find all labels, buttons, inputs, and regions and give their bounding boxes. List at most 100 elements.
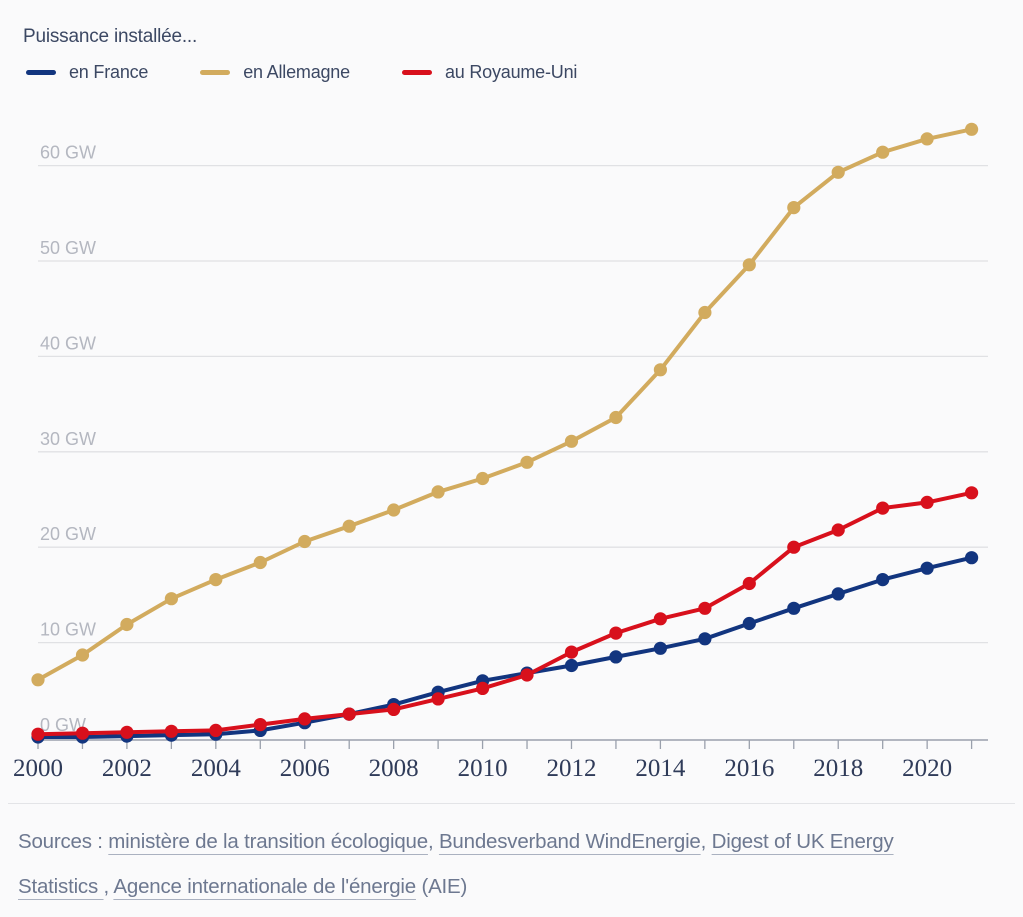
x-tick-label: 2020 [902,755,952,782]
data-point [298,534,312,549]
x-tick-label: 2004 [191,755,242,782]
data-point [876,501,890,515]
legend-label-royaume-uni: au Royaume-Uni [444,62,578,82]
series-line [36,555,974,739]
data-point [75,726,90,740]
y-tick-label: 40 GW [40,333,96,353]
data-point [742,616,756,631]
legend-label-france: en France [69,62,149,82]
data-point [564,658,579,673]
x-tick-label: 2012 [546,755,596,782]
x-tick-label: 2008 [369,755,419,782]
legend-swatch-allemagne [200,70,231,75]
sources-text: Sources : ministère de la transition éco… [18,820,978,909]
data-point [831,523,845,537]
series-line [36,490,974,737]
series-france [31,551,979,744]
chart-title: Puissance installée... [23,26,198,47]
data-point [965,551,979,565]
source-link[interactable]: Digest of UK Energy Statistics [18,830,894,898]
data-point [831,587,845,601]
data-point [698,632,712,646]
data-point [476,471,490,486]
data-point [342,519,356,533]
x-tick-label: 2006 [280,755,330,782]
data-point [787,601,801,615]
data-point [31,727,45,741]
data-point [75,648,90,662]
x-tick-label: 2000 [13,755,63,782]
data-point [742,576,756,591]
data-point [253,555,267,570]
data-point [164,724,178,738]
sources-plain-text: Sources : [18,830,109,853]
legend-swatch-france [26,70,56,75]
data-point [698,305,712,320]
x-tick-label: 2002 [102,755,152,782]
y-tick-label: 30 GW [40,429,96,449]
x-axis [33,739,988,749]
data-point [698,601,712,615]
data-point [564,645,579,659]
y-tick-label: 60 GW [40,143,96,163]
data-point [209,573,223,587]
x-tick-label: 2016 [724,755,774,782]
x-tick-label: 2014 [635,755,686,782]
legend-item-allemagne: en Allemagne [200,62,350,83]
series-uk [31,486,979,741]
y-tick-label: 10 GW [40,620,96,640]
y-gridlines [38,164,988,644]
series-germany [31,122,979,687]
data-point [965,122,979,136]
source-link[interactable]: ministère de la transition écologique [108,830,428,853]
data-point [920,561,934,575]
x-tick-label: 2010 [458,755,508,782]
data-point [387,702,401,717]
data-point [209,723,223,738]
data-point [609,626,623,640]
data-point [431,485,445,499]
data-point [653,641,668,655]
data-point [31,673,45,687]
data-point [564,434,579,448]
data-point [253,718,267,732]
data-point [653,363,668,377]
y-tick-label: 20 GW [40,524,96,544]
data-point [120,617,134,632]
data-point [876,573,890,587]
chart-legend: en France en Allemagne au Royaume-Uni [26,62,577,83]
data-point [920,495,934,509]
data-point [609,650,623,664]
y-axis-labels: 0 GW 10 GW 20 GW 30 GW 40 GW 50 GW 60 GW [40,143,96,735]
data-point [520,455,534,469]
data-point [609,410,623,425]
data-point [431,692,445,706]
sources-plain-text: , [700,830,712,853]
source-link[interactable]: Bundesverband WindEnergie [438,830,701,853]
x-axis-labels: 2000 2002 2004 2006 2008 2010 2012 2014 2016 2018… [13,755,952,782]
data-point [742,258,756,272]
data-point [342,707,356,721]
data-point [787,201,801,215]
data-point [520,668,534,682]
data-point [831,165,845,179]
data-point [653,612,668,626]
legend-label-allemagne: en Allemagne [243,62,350,82]
legend-item-royaume-uni: au Royaume-Uni [401,62,578,83]
sources-plain-text: (AIE) [415,874,468,898]
data-point [387,503,401,517]
sources-plain-text: , [427,830,439,853]
data-point [298,712,312,726]
data-point [876,145,890,159]
data-point [965,486,979,500]
x-tick-label: 2018 [813,755,863,782]
data-point [120,725,134,739]
y-tick-label: 0 GW [40,715,86,735]
data-point [164,592,178,606]
data-point [920,132,934,146]
source-link[interactable]: Agence internationale de l'énergie [113,874,416,898]
data-point [476,681,490,696]
series-line [36,127,974,682]
